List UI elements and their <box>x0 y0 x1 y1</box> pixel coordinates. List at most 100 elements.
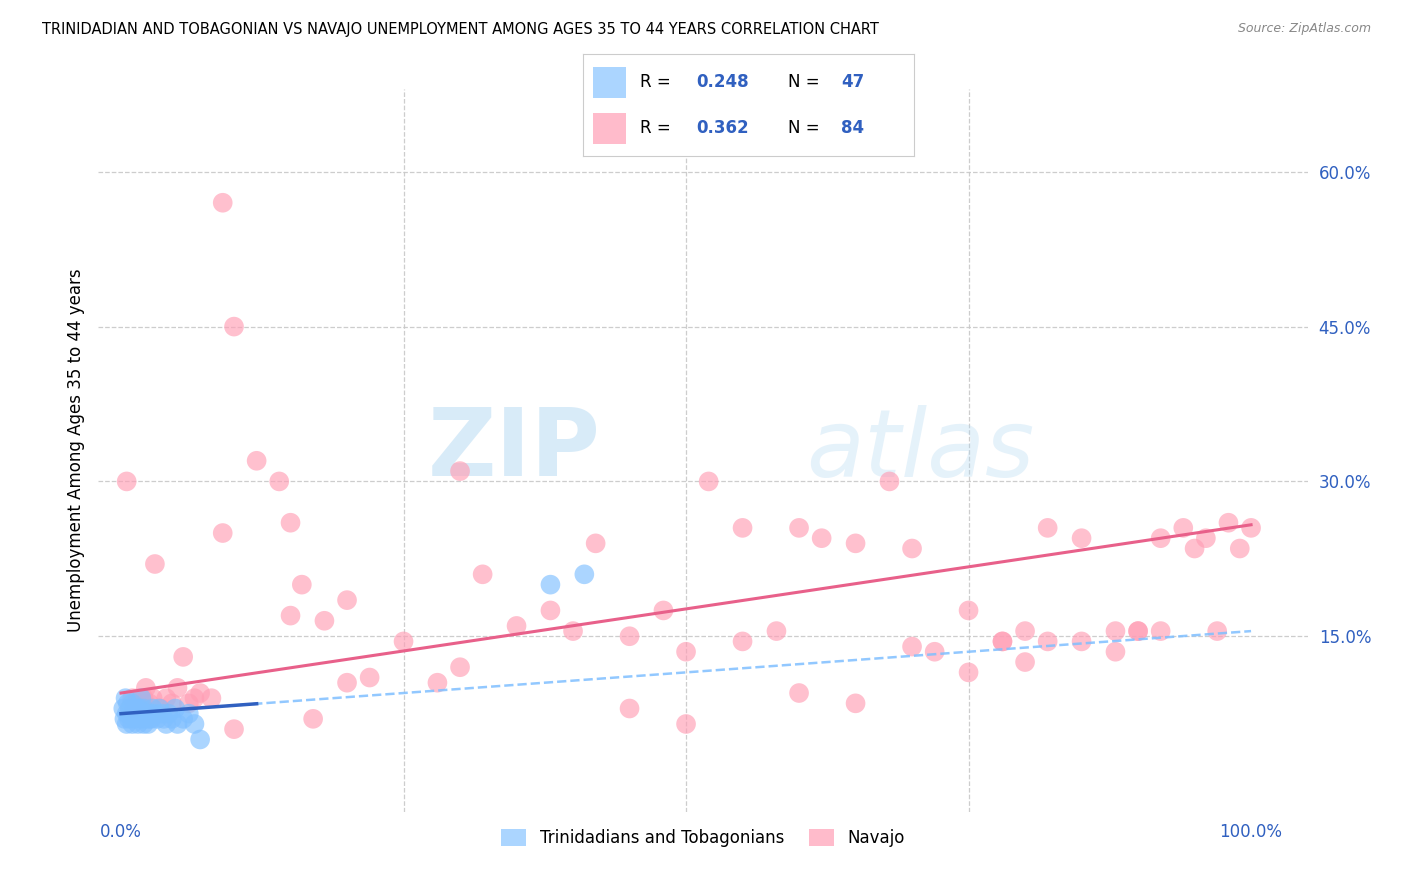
Point <box>901 541 924 556</box>
Point <box>449 660 471 674</box>
Point <box>131 712 153 726</box>
Point <box>619 629 641 643</box>
Point <box>471 567 494 582</box>
Point <box>124 712 146 726</box>
Point <box>120 706 142 721</box>
Point <box>121 691 143 706</box>
Point <box>132 701 155 715</box>
Point <box>127 691 149 706</box>
Text: TRINIDADIAN AND TOBAGONIAN VS NAVAJO UNEMPLOYMENT AMONG AGES 35 TO 44 YEARS CORR: TRINIDADIAN AND TOBAGONIAN VS NAVAJO UNE… <box>42 22 879 37</box>
Point <box>166 717 188 731</box>
Point <box>129 701 152 715</box>
Point <box>991 634 1014 648</box>
Point <box>211 195 233 210</box>
Point <box>426 675 449 690</box>
Point <box>879 475 901 489</box>
Text: 0.248: 0.248 <box>696 73 748 91</box>
Point <box>128 706 150 721</box>
Point <box>131 691 153 706</box>
Point <box>127 717 149 731</box>
Point <box>1184 541 1206 556</box>
Point <box>991 634 1014 648</box>
Point <box>1036 521 1059 535</box>
Point <box>1126 624 1149 639</box>
Text: ZIP: ZIP <box>427 404 600 497</box>
Point <box>787 686 810 700</box>
Point <box>149 701 172 715</box>
Point <box>1014 655 1036 669</box>
Point <box>124 701 146 715</box>
Point <box>150 706 173 721</box>
Point <box>810 531 832 545</box>
Legend: Trinidadians and Tobagonians, Navajo: Trinidadians and Tobagonians, Navajo <box>495 822 911 854</box>
Point <box>359 671 381 685</box>
Point <box>1126 624 1149 639</box>
Point <box>619 701 641 715</box>
Point <box>121 696 143 710</box>
Point <box>1104 645 1126 659</box>
Point <box>731 521 754 535</box>
Point <box>135 712 157 726</box>
Point <box>131 696 153 710</box>
Point <box>141 712 163 726</box>
Y-axis label: Unemployment Among Ages 35 to 44 years: Unemployment Among Ages 35 to 44 years <box>66 268 84 632</box>
Point <box>127 701 149 715</box>
Point <box>562 624 585 639</box>
Point <box>280 516 302 530</box>
Point <box>155 691 177 706</box>
Point <box>139 706 162 721</box>
Point <box>765 624 787 639</box>
Point <box>314 614 336 628</box>
Point <box>143 557 166 571</box>
Point <box>138 712 160 726</box>
Point <box>148 701 170 715</box>
Point <box>115 706 138 721</box>
Point <box>1070 634 1092 648</box>
Point <box>115 717 138 731</box>
Point <box>675 645 697 659</box>
Point <box>183 691 205 706</box>
Point <box>280 608 302 623</box>
Point <box>136 717 159 731</box>
Point <box>136 706 159 721</box>
Text: 0.362: 0.362 <box>696 120 748 137</box>
Point <box>172 649 194 664</box>
Point <box>188 686 211 700</box>
Point <box>957 665 980 680</box>
Point <box>135 681 157 695</box>
Point <box>143 706 166 721</box>
Point <box>1014 624 1036 639</box>
Point <box>177 696 200 710</box>
Point <box>449 464 471 478</box>
Point <box>177 706 200 721</box>
Point <box>845 696 868 710</box>
Text: R =: R = <box>640 120 676 137</box>
Text: 47: 47 <box>841 73 865 91</box>
Point <box>222 722 245 736</box>
Point <box>118 712 141 726</box>
Point <box>134 706 156 721</box>
Point <box>731 634 754 648</box>
Point <box>157 706 180 721</box>
Point <box>132 691 155 706</box>
Point <box>153 712 176 726</box>
Point <box>1218 516 1240 530</box>
Point <box>1195 531 1218 545</box>
Point <box>574 567 596 582</box>
Point <box>845 536 868 550</box>
Point <box>120 701 142 715</box>
Text: atlas: atlas <box>806 405 1033 496</box>
Point <box>1206 624 1229 639</box>
Point <box>924 645 946 659</box>
Point <box>1173 521 1195 535</box>
Point <box>901 640 924 654</box>
Point <box>200 691 222 706</box>
Text: 84: 84 <box>841 120 865 137</box>
Point <box>114 691 136 706</box>
Point <box>1070 531 1092 545</box>
Point <box>115 475 138 489</box>
Point <box>166 681 188 695</box>
Point <box>125 706 148 721</box>
Point <box>121 717 143 731</box>
Point <box>160 712 183 726</box>
